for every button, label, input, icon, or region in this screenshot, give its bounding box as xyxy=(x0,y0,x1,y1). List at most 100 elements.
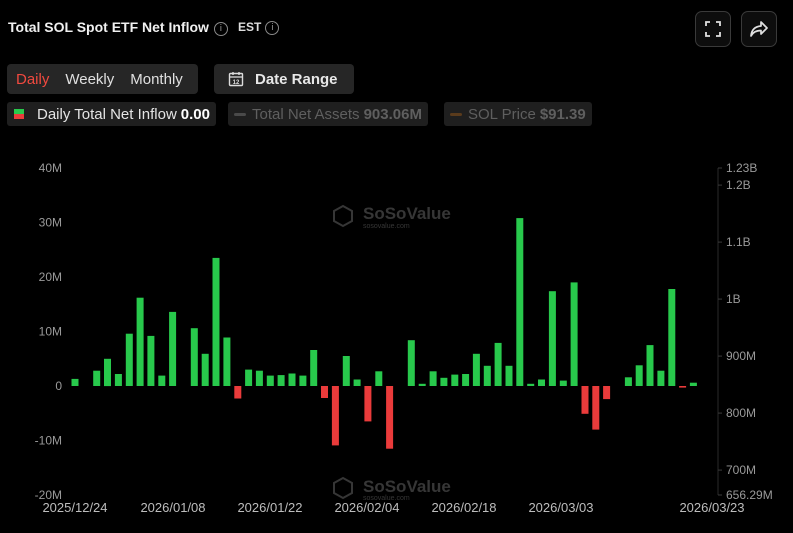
inflow-bar[interactable] xyxy=(505,365,513,386)
chart-title: Total SOL Spot ETF Net Inflow i xyxy=(8,19,228,36)
inflow-bar[interactable] xyxy=(570,282,578,386)
y-left-tick-label: 40M xyxy=(39,161,62,175)
inflow-bar[interactable] xyxy=(158,375,166,386)
y-right-tick-label: 900M xyxy=(726,349,756,363)
inflow-bar[interactable] xyxy=(646,345,654,386)
inflow-bar[interactable] xyxy=(321,386,328,398)
watermark-bottom: SoSoValue sosovalue.com xyxy=(333,476,451,502)
inflow-bar[interactable] xyxy=(223,337,231,387)
inflow-bar-chart: SoSoValue sosovalue.com SoSoValue sosova… xyxy=(35,161,773,515)
inflow-bar[interactable] xyxy=(212,257,220,386)
y-left-tick-label: -20M xyxy=(35,488,62,502)
inflow-bar[interactable] xyxy=(71,378,79,386)
y-left-tick-label: 0 xyxy=(55,379,62,393)
inflow-bar[interactable] xyxy=(483,365,491,386)
inflow-bar[interactable] xyxy=(407,340,415,386)
inflow-bar[interactable] xyxy=(592,386,600,430)
inflow-bar[interactable] xyxy=(136,297,144,386)
date-range-button[interactable]: 12 Date Range xyxy=(214,64,354,94)
inflow-bar[interactable] xyxy=(310,350,318,386)
tab-weekly[interactable]: Weekly xyxy=(65,70,115,88)
inflow-bar[interactable] xyxy=(93,370,101,386)
y-left-tick-label: 10M xyxy=(39,325,62,339)
inflow-bar[interactable] xyxy=(342,356,350,386)
inflow-bar[interactable] xyxy=(331,386,339,446)
inflow-bar[interactable] xyxy=(668,289,676,386)
legend-total-net-assets[interactable]: Total Net Assets 903.06M xyxy=(228,102,428,126)
inflow-bar[interactable] xyxy=(299,375,307,386)
inflow-bar[interactable] xyxy=(169,311,177,386)
title-info-icon[interactable]: i xyxy=(213,22,228,36)
inflow-bar[interactable] xyxy=(689,382,697,386)
svg-text:sosovalue.com: sosovalue.com xyxy=(363,223,410,230)
inflow-bar[interactable] xyxy=(603,386,611,400)
inflow-bar[interactable] xyxy=(451,374,459,386)
inflow-bar[interactable] xyxy=(266,375,274,386)
inflow-bar[interactable] xyxy=(679,386,687,388)
inflow-bar[interactable] xyxy=(559,380,567,386)
legend-net-inflow[interactable]: Daily Total Net Inflow 0.00 xyxy=(7,102,216,126)
inflow-bar[interactable] xyxy=(462,374,470,386)
x-tick-label: 2026/01/22 xyxy=(237,500,302,515)
x-tick-label: 2025/12/24 xyxy=(42,500,107,515)
y-left-tick-label: 30M xyxy=(39,216,62,230)
tab-monthly[interactable]: Monthly xyxy=(130,70,183,88)
svg-text:12: 12 xyxy=(233,80,240,86)
inflow-bar[interactable] xyxy=(429,371,437,386)
inflow-bar[interactable] xyxy=(472,353,480,386)
inflow-bar[interactable] xyxy=(581,386,589,414)
inflow-bar[interactable] xyxy=(353,379,361,387)
inflow-bar[interactable] xyxy=(288,373,296,387)
inflow-bar[interactable] xyxy=(494,342,502,386)
inflow-bar[interactable] xyxy=(635,365,643,386)
price-line-icon xyxy=(450,112,462,116)
inflow-bar[interactable] xyxy=(201,353,209,386)
y-right-tick-label: 656.29M xyxy=(726,488,773,502)
inflow-bar[interactable] xyxy=(245,369,253,386)
inflow-bar[interactable] xyxy=(104,358,111,387)
inflow-bar[interactable] xyxy=(516,218,524,386)
timezone-info-icon[interactable]: i xyxy=(265,21,280,35)
inflow-bar[interactable] xyxy=(114,374,122,386)
inflow-bar[interactable] xyxy=(548,291,556,386)
inflow-bar[interactable] xyxy=(147,335,155,386)
bar-series xyxy=(71,218,697,449)
inflow-bar[interactable] xyxy=(418,383,426,386)
inflow-bar[interactable] xyxy=(624,377,632,386)
x-tick-label: 2026/02/04 xyxy=(334,500,399,515)
y-right-tick-label: 800M xyxy=(726,406,756,420)
x-tick-label: 2026/03/23 xyxy=(679,500,744,515)
inflow-bar[interactable] xyxy=(255,370,263,386)
period-selector: Daily Weekly Monthly xyxy=(7,64,198,94)
share-button[interactable] xyxy=(741,11,777,47)
inflow-bar[interactable] xyxy=(386,386,394,449)
svg-text:sosovalue.com: sosovalue.com xyxy=(363,495,410,502)
fullscreen-button[interactable] xyxy=(695,11,731,47)
y-axis-left: 40M 30M 20M 10M 0 -10M -20M xyxy=(35,161,63,502)
inflow-bar[interactable] xyxy=(375,371,383,386)
x-tick-label: 2026/02/18 xyxy=(431,500,496,515)
inflow-bar[interactable] xyxy=(125,333,133,386)
y-axis-right: 1.23B 1.2B 1.1B 1B 900M 800M 700M 656.29M xyxy=(717,161,773,502)
inflow-bar[interactable] xyxy=(234,386,242,399)
y-left-tick-label: -10M xyxy=(35,434,62,448)
x-tick-label: 2026/03/03 xyxy=(528,500,593,515)
inflow-bar[interactable] xyxy=(527,383,535,386)
svg-text:SoSoValue: SoSoValue xyxy=(363,204,451,223)
x-axis: 2025/12/24 2026/01/08 2026/01/22 2026/02/04… xyxy=(42,500,744,515)
inflow-bar[interactable] xyxy=(277,375,285,386)
x-tick-label: 2026/01/08 xyxy=(140,500,205,515)
inflow-bar[interactable] xyxy=(364,386,372,422)
legend-sol-price[interactable]: SOL Price $91.39 xyxy=(444,102,592,126)
tab-daily[interactable]: Daily xyxy=(16,70,50,88)
y-right-tick-label: 1.23B xyxy=(726,161,757,175)
y-right-tick-label: 1.1B xyxy=(726,235,751,249)
inflow-bar[interactable] xyxy=(538,379,545,387)
inflow-bar[interactable] xyxy=(190,328,198,386)
y-left-tick-label: 20M xyxy=(39,270,62,284)
inflow-bar[interactable] xyxy=(440,377,448,386)
inflow-bar[interactable] xyxy=(657,370,665,386)
bar-series-icon xyxy=(14,109,24,119)
y-right-tick-label: 700M xyxy=(726,463,756,477)
calendar-icon: 12 xyxy=(228,72,244,87)
